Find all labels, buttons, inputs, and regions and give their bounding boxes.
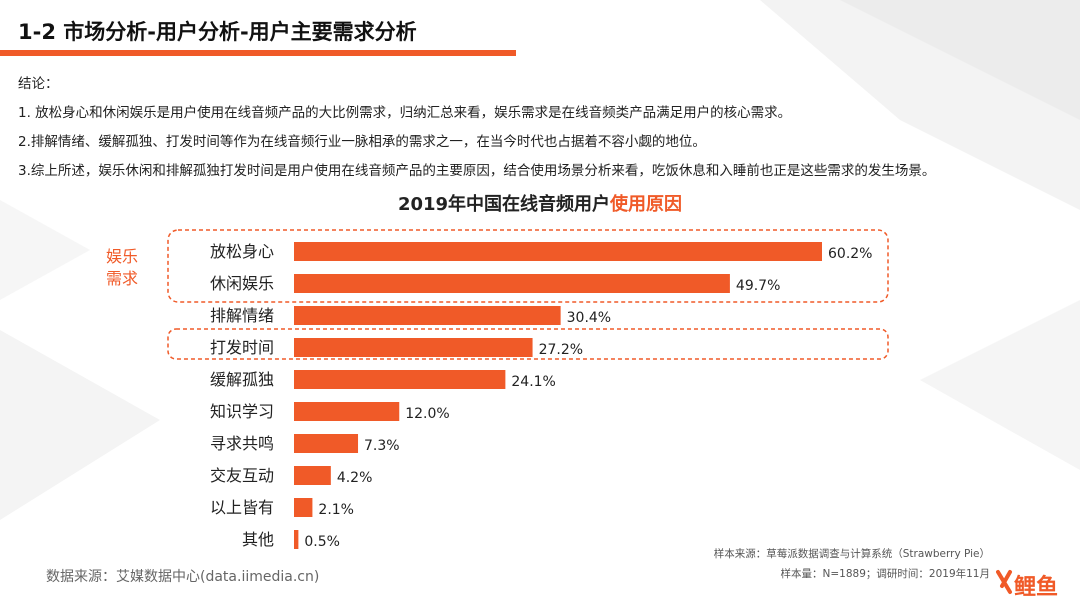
- header: 1-2 市场分析-用户分析-用户主要需求分析: [0, 0, 520, 56]
- value-label: 4.2%: [337, 470, 373, 486]
- conclusion-heading: 结论：: [18, 76, 59, 92]
- bar: [294, 402, 400, 421]
- data-source: 数据来源：艾媒数据中心(data.iimedia.cn): [46, 569, 320, 585]
- category-label: 知识学习: [210, 402, 274, 421]
- value-label: 0.5%: [304, 534, 340, 550]
- conclusion-line-1: 1. 放松身心和休闲娱乐是用户使用在线音频产品的大比例需求，归纳汇总来看，娱乐需…: [18, 105, 792, 121]
- bar: [294, 498, 313, 517]
- value-label: 2.1%: [318, 502, 354, 518]
- value-label: 7.3%: [364, 438, 400, 454]
- title-underline: [0, 50, 516, 56]
- category-label: 寻求共鸣: [210, 434, 274, 453]
- entertainment-group-box: [167, 229, 889, 303]
- category-label: 休闲娱乐: [210, 274, 274, 293]
- page-title: 1-2 市场分析-用户分析-用户主要需求分析: [18, 20, 417, 44]
- category-label: 放松身心: [210, 242, 274, 261]
- conclusion-line-2: 2.排解情绪、缓解孤独、打发时间等作为在线音频行业一脉相承的需求之一，在当今时代…: [18, 134, 706, 150]
- value-label: 12.0%: [405, 406, 449, 422]
- bar: [294, 434, 359, 453]
- sample-size: 样本量：N=1889；调研时间：2019年11月: [780, 568, 990, 580]
- value-label: 30.4%: [567, 310, 611, 326]
- group-label-line2: 需求: [106, 269, 138, 288]
- group-label-line1: 娱乐: [106, 247, 138, 266]
- bar: [294, 242, 822, 261]
- chart-title: 2019年中国在线音频用户使用原因: [0, 190, 1080, 216]
- pass-time-highlight-box: [167, 328, 889, 360]
- value-label: 27.2%: [539, 342, 583, 358]
- x-logo-icon: 鲤鱼: [996, 570, 1058, 600]
- value-label: 24.1%: [511, 374, 555, 390]
- category-label: 缓解孤独: [210, 370, 274, 389]
- category-label: 其他: [242, 530, 274, 549]
- category-label: 打发时间: [210, 338, 274, 357]
- bar: [294, 274, 730, 293]
- category-label: 交友互动: [210, 466, 274, 485]
- sample-info: 样本来源：草莓派数据调查与计算系统（Strawberry Pie） 样本量：N=…: [714, 544, 990, 584]
- category-label: 排解情绪: [210, 306, 274, 325]
- bar: [294, 466, 331, 485]
- bar: [294, 530, 299, 549]
- value-label: 60.2%: [828, 246, 872, 262]
- sample-source: 样本来源：草莓派数据调查与计算系统（Strawberry Pie）: [713, 548, 990, 560]
- chart-title-main: 2019年中国在线音频用户: [397, 194, 611, 215]
- chart-title-accent: 使用原因: [610, 194, 683, 215]
- bar: [294, 306, 561, 325]
- bar: [294, 370, 506, 389]
- conclusion-line-3: 3.综上所述，娱乐休闲和排解孤独打发时间是用户使用在线音频产品的主要原因，结合使…: [18, 163, 936, 179]
- bar: [294, 338, 533, 357]
- logo-text: 鲤鱼: [1013, 574, 1058, 600]
- conclusion-block: 结论： 1. 放松身心和休闲娱乐是用户使用在线音频产品的大比例需求，归纳汇总来看…: [18, 70, 1078, 186]
- value-label: 49.7%: [736, 278, 780, 294]
- category-label: 以上皆有: [210, 498, 274, 517]
